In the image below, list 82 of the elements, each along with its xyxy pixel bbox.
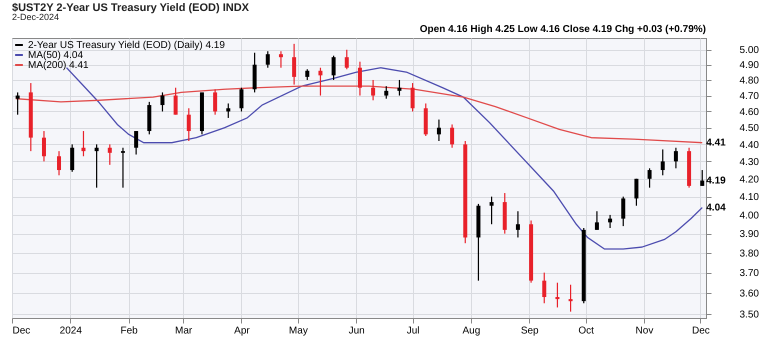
chart-title: $UST2Y 2-Year US Treasury Yield (EOD) INDX <box>12 2 250 14</box>
candlestick <box>516 210 520 238</box>
line-series <box>66 67 703 250</box>
x-tick-label: Feb <box>120 326 138 336</box>
candlestick <box>371 79 376 101</box>
candlestick <box>358 61 362 96</box>
y-tick-label: 3.60 <box>740 288 760 300</box>
x-tick-label: Oct <box>578 326 594 336</box>
chart-subtitle: 2-Dec-2024 <box>12 12 60 22</box>
candlestick <box>542 272 546 304</box>
candlestick <box>318 67 322 96</box>
candlestick <box>397 79 402 96</box>
candlestick <box>450 124 454 148</box>
candlestick <box>186 108 191 142</box>
legend-label: MA(50) 4.04 <box>28 50 84 61</box>
candlestick <box>555 282 560 308</box>
candlestick <box>700 169 704 186</box>
text: Open 4.16 High 4.25 Low 4.16 Close 4.19 Chg +0.03 (+0.79%) <box>420 24 706 35</box>
candlestick <box>239 87 244 112</box>
annotation: 4.04 <box>706 202 726 214</box>
x-tick-label: Jul <box>406 326 420 336</box>
candlestick <box>648 168 652 188</box>
candlestick <box>621 196 626 227</box>
candlestick <box>674 147 678 169</box>
y-tick-label: 4.30 <box>740 156 760 168</box>
candlestick <box>384 86 388 100</box>
legend-label: MA(200) 4.41 <box>28 60 90 71</box>
candlestick <box>226 102 230 119</box>
candlestick <box>568 284 573 312</box>
candlestick <box>94 144 99 188</box>
x-tick-label: Jun <box>348 326 365 336</box>
y-tick-label: 5.00 <box>740 45 760 56</box>
y-tick-label: 4.40 <box>740 140 760 151</box>
x-tick-label: Dec <box>12 326 30 336</box>
x-tick-label: May <box>288 326 308 336</box>
y-tick-label: 4.80 <box>740 75 760 86</box>
candlestick <box>292 43 296 86</box>
y-tick-label: 3.90 <box>740 229 760 240</box>
y-tick-label: 4.10 <box>740 192 760 204</box>
x-tick-label: Aug <box>462 326 480 336</box>
candlestick <box>332 55 336 81</box>
y-tick-label: 4.70 <box>740 91 760 102</box>
y-tick-label: 4.20 <box>740 174 760 186</box>
candlestick <box>42 130 46 162</box>
candlestick <box>608 214 612 229</box>
x-tick-label: Nov <box>636 326 654 336</box>
candlestick <box>594 210 599 230</box>
candlestick <box>634 178 638 206</box>
candlestick <box>344 49 349 70</box>
candlestick <box>120 147 125 188</box>
candlestick <box>174 87 178 116</box>
candlestick <box>490 196 494 225</box>
candlestick <box>278 50 283 68</box>
candlestick <box>57 150 62 176</box>
candlestick <box>305 68 310 81</box>
y-tick-label: 3.50 <box>740 309 760 320</box>
y-tick-label: 4.00 <box>740 210 760 222</box>
candlestick <box>160 92 164 112</box>
line-series <box>15 86 703 144</box>
x-tick-label: Apr <box>234 326 250 336</box>
x-tick-label: Sep <box>520 326 540 336</box>
x-tick-label: 2024 <box>60 326 82 336</box>
candlestick <box>16 92 20 116</box>
candlestick <box>436 118 441 142</box>
candlestick <box>213 88 218 116</box>
candlestick <box>410 82 415 112</box>
candlestick <box>134 130 138 156</box>
y-tick-label: 4.90 <box>740 60 760 72</box>
y-tick-label: 4.50 <box>740 123 760 134</box>
candlestick <box>266 50 270 68</box>
candlestick <box>70 144 74 172</box>
candlestick <box>81 130 86 157</box>
annotation: 4.19 <box>706 176 726 187</box>
y-tick-label: 4.60 <box>740 106 760 118</box>
y-tick-label: 3.80 <box>740 248 760 260</box>
annotation: 4.41 <box>706 138 726 149</box>
x-tick-label: Mar <box>175 326 193 336</box>
y-tick-label: 3.70 <box>740 268 760 280</box>
candlestick <box>660 148 665 176</box>
legend-label: 2-Year US Treasury Yield (EOD) (Daily) 4.19 <box>28 40 226 51</box>
candlestick <box>108 144 112 166</box>
x-tick-label: Dec <box>692 326 710 336</box>
